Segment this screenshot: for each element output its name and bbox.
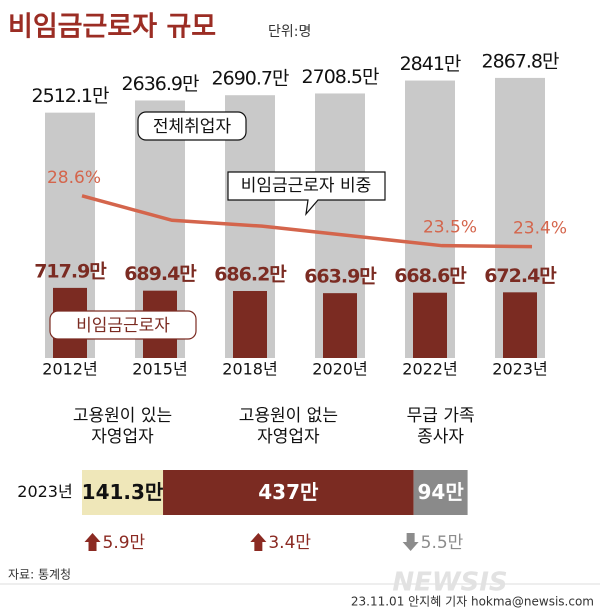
title: 비임금근로자 규모	[8, 12, 216, 43]
change-arrow	[84, 533, 101, 551]
value-label: 2841만	[400, 53, 461, 75]
bar	[323, 293, 357, 358]
credit: 23.11.01 안지혜 기자 hokma@newsis.com	[351, 595, 594, 609]
x-tick-label: 2022년	[402, 360, 457, 379]
value-label: 2690.7만	[212, 68, 289, 90]
x-tick-label: 2020년	[312, 360, 367, 379]
x-tick-label: 2018년	[222, 360, 277, 379]
value-label: 2512.1만	[32, 85, 109, 107]
logo: NEWSIS	[392, 568, 507, 598]
change-label: 3.4만	[268, 533, 311, 553]
value-label: 689.4만	[124, 263, 197, 285]
stacked-bar	[163, 470, 414, 515]
row-label: 2023년	[17, 482, 72, 501]
change-label: 5.5만	[421, 533, 464, 553]
value-label: 2708.5만	[302, 66, 379, 88]
source: 자료: 통계청	[8, 568, 71, 582]
segment-name: 고용원이 있는 자영업자	[72, 406, 173, 447]
value-label: 663.9만	[304, 266, 377, 288]
x-tick-label: 2023년	[492, 360, 547, 379]
stacked-bar	[413, 470, 468, 515]
legend-box	[49, 310, 197, 340]
change-arrow	[250, 533, 267, 551]
bar	[503, 292, 537, 358]
segment-label: 141.3만	[82, 480, 164, 504]
callout	[227, 171, 386, 216]
value-label: 717.9만	[34, 260, 107, 282]
segment-name: 고용원이 없는 자영업자	[238, 406, 338, 447]
x-tick-label: 2015년	[132, 360, 187, 379]
line-legend: 비임금근로자 비중	[241, 176, 372, 196]
unit: 단위:명	[268, 24, 311, 40]
value-label: 2867.8만	[482, 50, 559, 72]
segment-name: 무급 가족 종사자	[406, 406, 475, 447]
bar	[233, 290, 267, 358]
segment-label: 437만	[258, 480, 319, 504]
legend-label: 전체취업자	[153, 117, 232, 137]
value-label: 668.6만	[394, 265, 467, 287]
line	[81, 194, 533, 249]
value-label: 686.2만	[214, 263, 287, 285]
value-label: 2636.9만	[122, 73, 199, 95]
change-arrow	[402, 533, 419, 551]
value-label: 672.4만	[484, 265, 557, 287]
segment-label: 94만	[418, 480, 465, 504]
x-tick-label: 2012년	[42, 360, 97, 379]
stacked-bar	[82, 470, 164, 515]
line-value-label: 28.6%	[47, 168, 101, 188]
bar	[413, 292, 447, 358]
line-value-label: 23.5%	[423, 218, 477, 238]
legend-box	[137, 111, 247, 141]
line-value-label: 23.4%	[513, 219, 567, 239]
change-label: 5.9만	[103, 533, 146, 553]
legend-label: 비임금근로자	[76, 316, 170, 336]
